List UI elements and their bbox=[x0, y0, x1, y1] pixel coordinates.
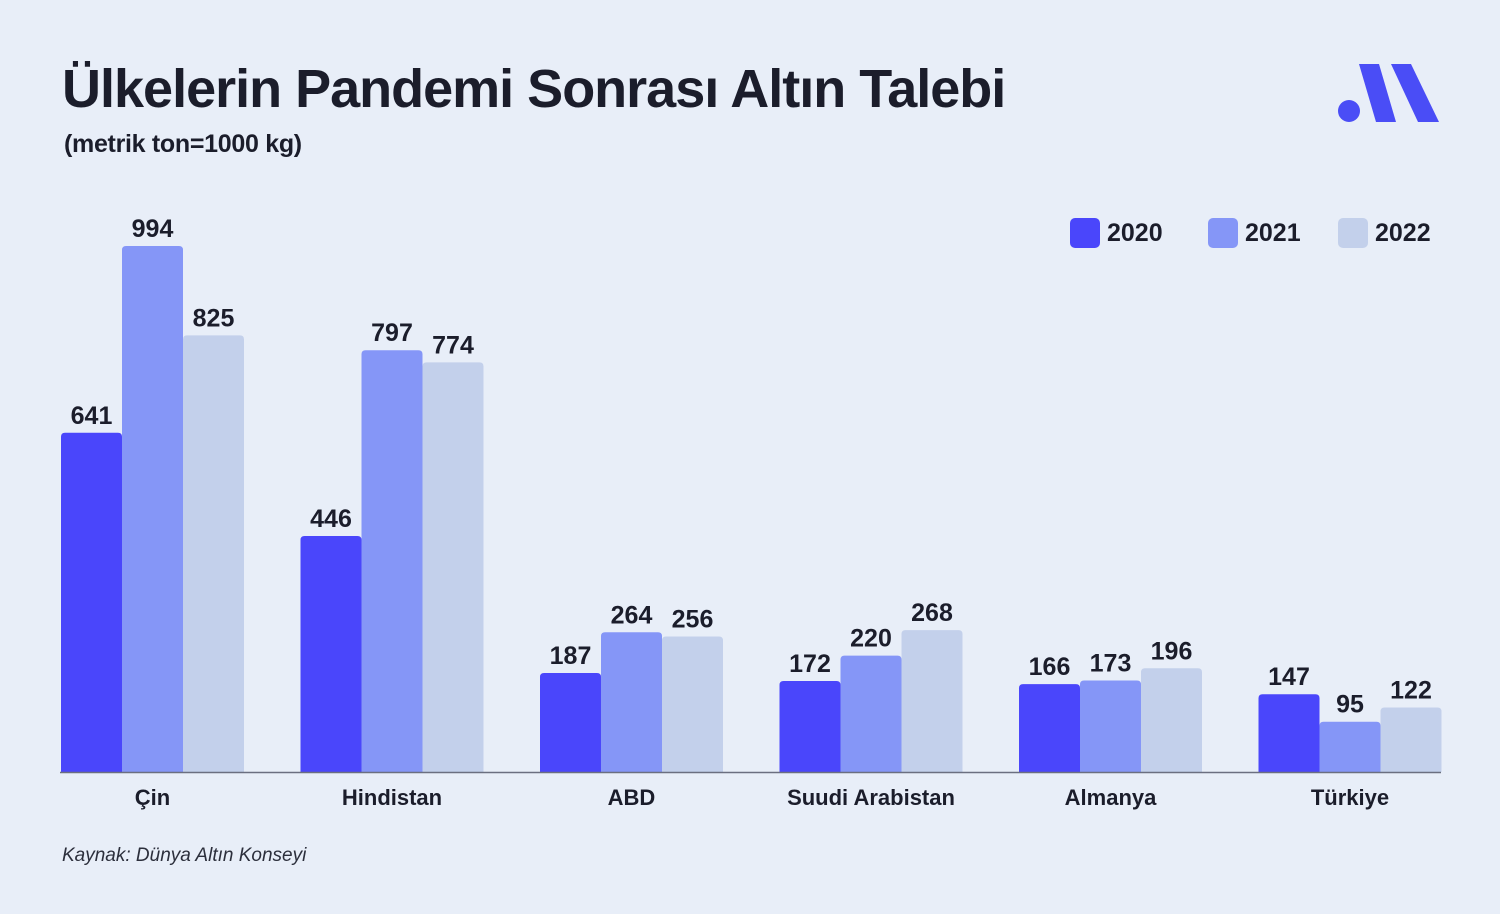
bar-hindistan-2022 bbox=[422, 362, 484, 772]
bar-cin-2022 bbox=[183, 335, 244, 772]
bar-suudi-arabistan-2022 bbox=[901, 630, 963, 772]
data-label-turkiye-2022: 122 bbox=[1390, 676, 1432, 704]
source-note: Kaynak: Dünya Altın Konseyi bbox=[62, 845, 307, 866]
bar-almanya-2021 bbox=[1080, 680, 1141, 772]
bar-abd-2022 bbox=[662, 636, 723, 772]
data-label-hindistan-2021: 797 bbox=[371, 319, 413, 347]
bar-turkiye-2020 bbox=[1258, 694, 1320, 772]
data-label-cin-2020: 641 bbox=[71, 402, 113, 430]
legend-swatch-2020 bbox=[1070, 218, 1100, 248]
legend-item-2022: 2022 bbox=[1338, 216, 1431, 250]
data-label-hindistan-2022: 774 bbox=[432, 331, 474, 359]
legend-swatch-2021 bbox=[1208, 218, 1238, 248]
data-label-almanya-2022: 196 bbox=[1151, 637, 1193, 665]
bar-turkiye-2022 bbox=[1380, 707, 1442, 772]
data-label-turkiye-2021: 95 bbox=[1336, 691, 1364, 719]
data-label-turkiye-2020: 147 bbox=[1268, 663, 1310, 691]
bar-almanya-2022 bbox=[1141, 668, 1202, 772]
bar-cin-2020 bbox=[61, 432, 122, 772]
bar-hindistan-2021 bbox=[361, 350, 423, 772]
data-label-cin-2022: 825 bbox=[193, 304, 235, 332]
data-label-suudi-arabistan-2020: 172 bbox=[789, 650, 831, 678]
chart-subtitle: (metrik ton=1000 kg) bbox=[64, 130, 302, 158]
bar-suudi-arabistan-2021 bbox=[840, 655, 902, 772]
category-label-almanya: Almanya bbox=[1065, 785, 1157, 810]
category-label-cin: Çin bbox=[135, 785, 170, 810]
category-label-suudi-arabistan: Suudi Arabistan bbox=[787, 785, 955, 810]
data-label-abd-2022: 256 bbox=[672, 606, 714, 634]
data-label-cin-2021: 994 bbox=[132, 215, 174, 243]
legend-item-2021: 2021 bbox=[1208, 216, 1301, 250]
data-label-abd-2021: 264 bbox=[611, 601, 653, 629]
brand-logo-icon bbox=[1338, 64, 1439, 122]
category-label-abd: ABD bbox=[608, 785, 656, 810]
data-label-almanya-2020: 166 bbox=[1029, 653, 1071, 681]
chart-title: Ülkelerin Pandemi Sonrası Altın Talebi bbox=[62, 59, 1006, 119]
data-label-almanya-2021: 173 bbox=[1090, 649, 1132, 677]
bar-turkiye-2021 bbox=[1319, 721, 1381, 772]
bar-cin-2021 bbox=[122, 246, 183, 772]
data-label-abd-2020: 187 bbox=[550, 642, 592, 670]
legend-item-2020: 2020 bbox=[1070, 216, 1163, 250]
legend-label-2021: 2021 bbox=[1245, 218, 1301, 247]
bar-almanya-2020 bbox=[1019, 684, 1080, 772]
category-label-hindistan: Hindistan bbox=[342, 785, 442, 810]
data-label-suudi-arabistan-2021: 220 bbox=[850, 625, 892, 653]
bar-abd-2021 bbox=[601, 632, 662, 772]
legend-swatch-2022 bbox=[1338, 218, 1368, 248]
data-label-hindistan-2020: 446 bbox=[310, 505, 352, 533]
bar-suudi-arabistan-2020 bbox=[779, 680, 841, 772]
legend-label-2022: 2022 bbox=[1375, 218, 1431, 247]
legend-label-2020: 2020 bbox=[1107, 218, 1163, 247]
bar-hindistan-2020 bbox=[300, 535, 362, 772]
category-label-turkiye: Türkiye bbox=[1311, 785, 1389, 810]
data-label-suudi-arabistan-2022: 268 bbox=[911, 599, 953, 627]
bar-abd-2020 bbox=[540, 673, 601, 772]
